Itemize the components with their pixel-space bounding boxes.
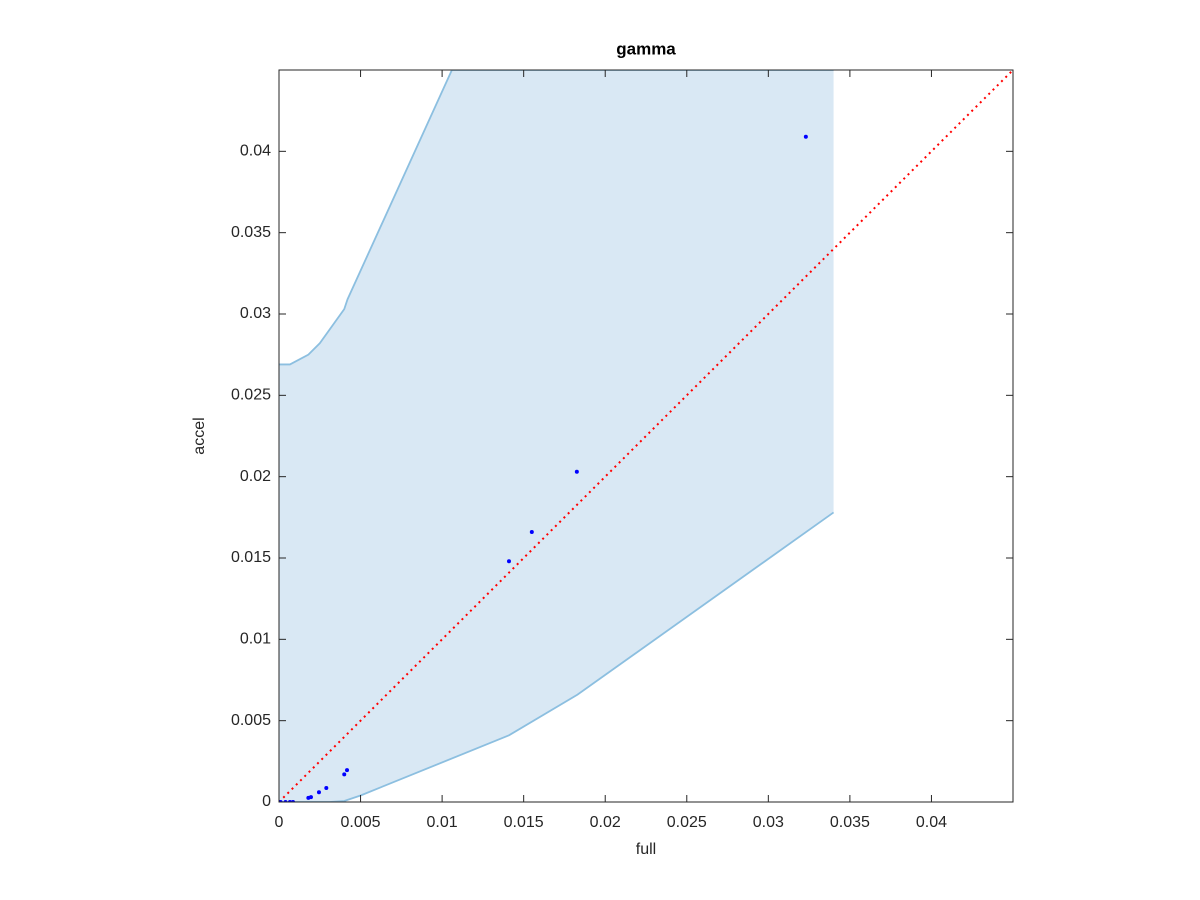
chart-title: gamma — [616, 39, 676, 58]
y-tick-label: 0.03 — [240, 305, 271, 322]
y-axis-label: accel — [191, 417, 208, 454]
x-tick-label: 0.01 — [427, 814, 458, 831]
x-tick-label: 0.03 — [753, 814, 784, 831]
data-point — [316, 790, 321, 795]
data-point — [529, 529, 534, 534]
axes: 0 0.005 0.01 0.015 0.02 0.025 0.03 0.035 0.04 0 0.… — [231, 69, 1014, 831]
x-tick-label: 0.02 — [590, 814, 621, 831]
y-tick-label: 0.02 — [240, 468, 271, 485]
data-point — [574, 469, 579, 474]
x-tick-label: 0.005 — [341, 814, 381, 831]
y-tick-label: 0.005 — [231, 712, 271, 729]
x-tick-label: 0.015 — [504, 814, 544, 831]
x-tick-label: 0.04 — [916, 814, 947, 831]
band-fill — [279, 70, 834, 802]
data-point — [506, 559, 511, 564]
y-tick-label: 0.035 — [231, 224, 271, 241]
x-tick-label: 0 — [275, 814, 284, 831]
x-axis-label: full — [636, 841, 656, 858]
data-point — [803, 134, 808, 139]
x-tick-label: 0.035 — [830, 814, 870, 831]
x-tick-label: 0.025 — [667, 814, 707, 831]
axes-box — [278, 69, 1014, 803]
data-point — [345, 768, 350, 773]
y-tick-label: 0.04 — [240, 143, 271, 160]
y-tick-label: 0.015 — [231, 549, 271, 566]
y-tick-label: 0 — [262, 793, 271, 810]
data-point — [324, 786, 329, 791]
data-point — [306, 795, 311, 800]
band-edge — [279, 70, 834, 366]
data-point — [342, 772, 347, 777]
y-tick-label: 0.025 — [231, 387, 271, 404]
y-tick-label: 0.01 — [240, 631, 271, 648]
